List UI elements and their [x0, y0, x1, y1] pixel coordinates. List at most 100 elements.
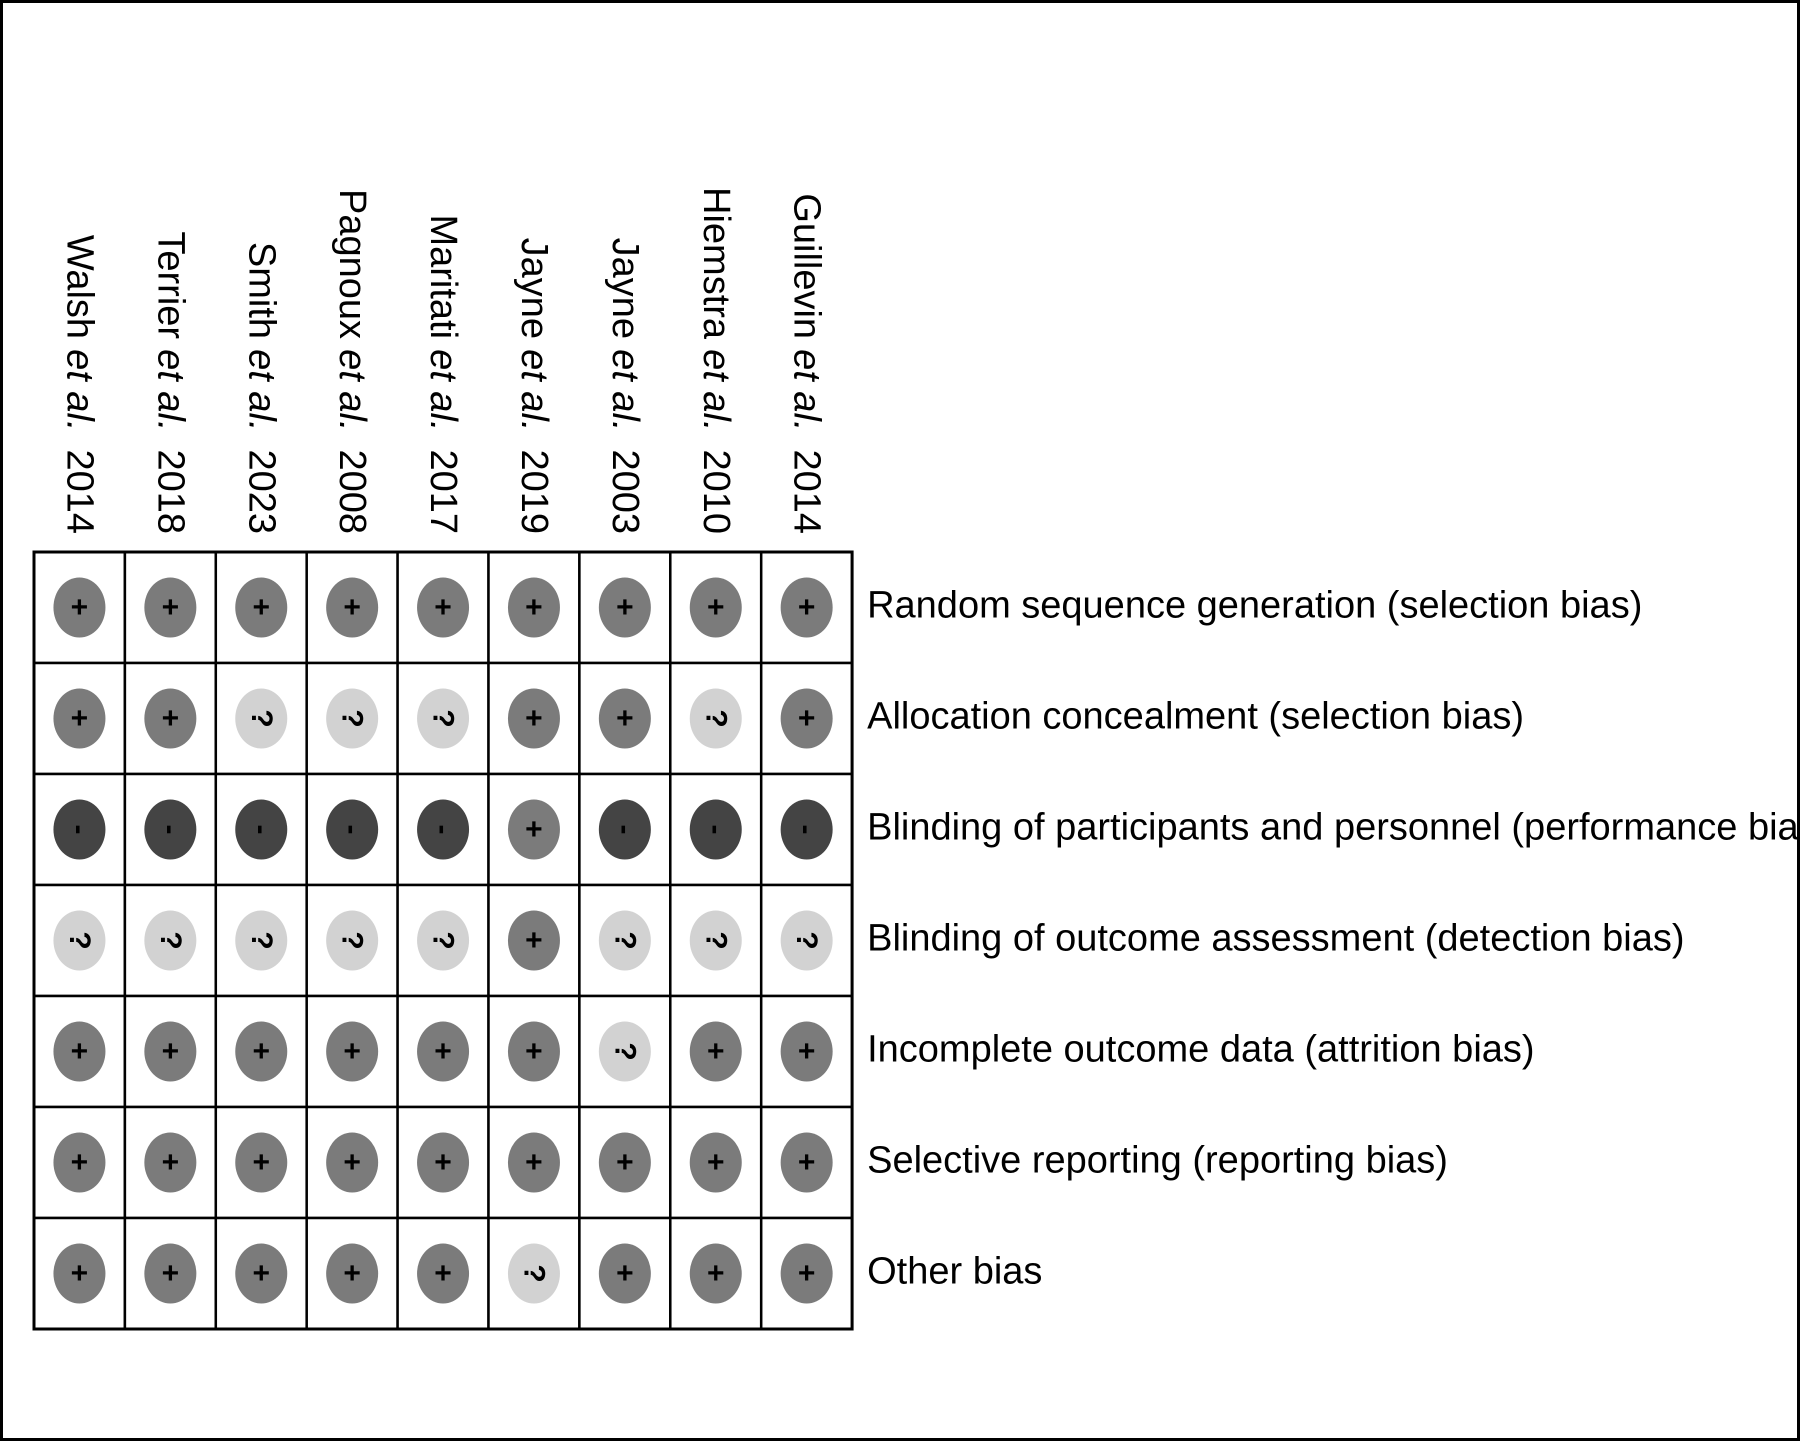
study-name: Smith: [240, 242, 282, 339]
domain-label: Blinding of participants and personnel (…: [867, 807, 1800, 849]
domain-label: Selective reporting (reporting bias): [867, 1140, 1448, 1182]
judgment-circle: [689, 910, 742, 971]
study-etal: et al.: [695, 349, 737, 431]
cell: [759, 1105, 854, 1220]
judgment-symbol: +: [71, 702, 89, 735]
study-name: Jayne: [604, 238, 646, 339]
judgment-symbol: +: [162, 702, 180, 735]
judgment-circle: [144, 1132, 197, 1193]
judgment-circle: [417, 688, 470, 749]
study-etal: et al.: [422, 349, 464, 431]
judgment-circle: [507, 577, 560, 638]
judgment-circle: [598, 688, 651, 749]
judgment-symbol: ?: [336, 931, 369, 949]
judgment-symbol: +: [707, 591, 725, 624]
judgment-circle: [326, 799, 379, 860]
study-label: Jayne et al. 2003: [604, 238, 646, 534]
judgment-circle: [598, 1021, 651, 1082]
study-year: 2017: [422, 449, 464, 534]
judgment-circle: [53, 1021, 106, 1082]
judgment-symbol: +: [71, 591, 89, 624]
study-name: Hiemstra: [695, 187, 737, 340]
study-etal: et al.: [58, 349, 100, 431]
judgment-symbol: +: [525, 924, 543, 957]
study-label: Hiemstra et al. 2010: [695, 187, 737, 534]
judgment-circle: [598, 799, 651, 860]
judgment-symbol: +: [71, 1035, 89, 1068]
study-name: Walsh: [58, 235, 100, 339]
judgment-circle: [689, 577, 742, 638]
study-year: 2003: [604, 449, 646, 534]
study-name: Terrier: [149, 231, 191, 339]
judgment-symbol: +: [525, 813, 543, 846]
study-label: Smith et al. 2023: [240, 242, 282, 534]
study-name: Maritati: [422, 214, 464, 339]
judgment-symbol: +: [707, 1035, 725, 1068]
study-year: 2018: [149, 449, 191, 534]
judgment-symbol: +: [616, 702, 634, 735]
study-label: Pagnoux et al. 2008: [331, 189, 373, 534]
judgment-symbol: +: [798, 591, 816, 624]
study-etal: et al.: [149, 349, 191, 431]
judgment-circle: [780, 1132, 833, 1193]
judgment-symbol: +: [525, 591, 543, 624]
judgment-symbol: +: [71, 1257, 89, 1290]
judgment-symbol: +: [252, 1035, 270, 1068]
cell: [123, 661, 218, 776]
judgment-circle: [326, 1132, 379, 1193]
judgment-circle: [689, 1021, 742, 1082]
judgment-symbol: ?: [427, 931, 460, 949]
judgment-symbol: -: [790, 825, 823, 835]
grid-border: [32, 550, 854, 1331]
judgment-symbol: +: [434, 1146, 452, 1179]
judgment-circle: [326, 1021, 379, 1082]
judgment-circle: [507, 1243, 560, 1304]
judgment-symbol: ?: [608, 931, 641, 949]
judgment-symbol: ?: [608, 1042, 641, 1060]
judgment-symbol: +: [162, 1035, 180, 1068]
judgment-circle: [144, 577, 197, 638]
judgment-circle: [417, 799, 470, 860]
judgment-circle: [417, 910, 470, 971]
judgment-symbol: +: [798, 1035, 816, 1068]
judgment-symbol: +: [162, 591, 180, 624]
judgment-circle: [53, 1132, 106, 1193]
judgment-symbol: -: [608, 825, 641, 835]
study-etal: et al.: [604, 349, 646, 431]
judgment-circle: [326, 688, 379, 749]
judgment-symbol: +: [798, 1146, 816, 1179]
judgment-symbol: ?: [427, 709, 460, 727]
judgment-circle: [780, 577, 833, 638]
judgment-symbol: +: [162, 1146, 180, 1179]
judgment-circle: [326, 577, 379, 638]
judgment-circle: [507, 1021, 560, 1082]
judgment-symbol: -: [427, 825, 460, 835]
study-label: Guillevin et al. 2014: [786, 193, 828, 534]
judgment-circle: [417, 1243, 470, 1304]
judgment-circle: [235, 910, 288, 971]
judgment-circle: [507, 1132, 560, 1193]
judgment-symbol: ?: [63, 931, 96, 949]
judgment-circle: [507, 688, 560, 749]
judgment-symbol: -: [154, 825, 187, 835]
judgment-symbol: ?: [336, 709, 369, 727]
judgment-circle: [326, 910, 379, 971]
study-year: 2019: [513, 449, 555, 534]
judgment-symbol: -: [63, 825, 96, 835]
study-year: 2014: [786, 449, 828, 534]
domain-label: Random sequence generation (selection bi…: [867, 585, 1642, 627]
study-label: Terrier et al. 2018: [149, 231, 191, 534]
grid: + + + + + + + + + + +??? + +? + - - - - - + - - -????? +?? ? + + + +…: [32, 550, 854, 1331]
judgment-circle: [689, 688, 742, 749]
judgment-symbol: +: [434, 1035, 452, 1068]
study-etal: et al.: [331, 349, 373, 431]
judgment-circle: [507, 799, 560, 860]
judgment-circle: [235, 577, 288, 638]
judgment-symbol: -: [699, 825, 732, 835]
judgment-symbol: +: [252, 1257, 270, 1290]
judgment-symbol: +: [707, 1257, 725, 1290]
cell: [396, 1216, 490, 1331]
judgment-symbol: ?: [699, 931, 732, 949]
judgment-circle: [689, 1132, 742, 1193]
judgment-circle: [235, 1243, 288, 1304]
